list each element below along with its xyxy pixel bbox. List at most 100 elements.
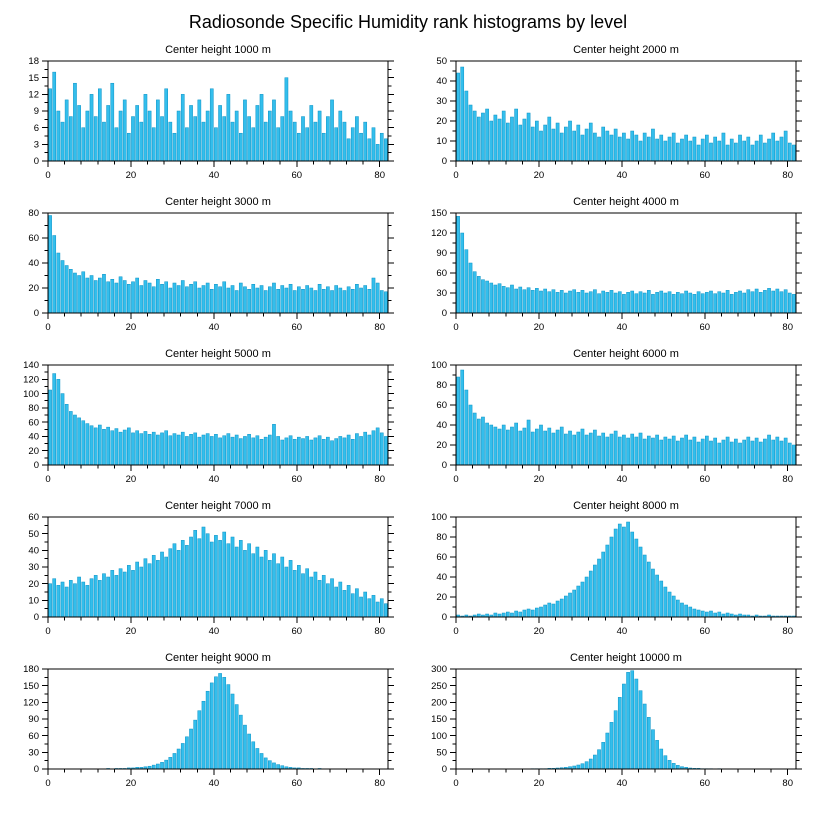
svg-text:0: 0 — [34, 764, 39, 775]
figure-title: Radiosonde Specific Humidity rank histog… — [188, 12, 628, 32]
histogram-bars — [456, 66, 796, 162]
axes — [450, 364, 802, 471]
svg-text:120: 120 — [431, 228, 447, 239]
svg-text:20: 20 — [28, 446, 39, 457]
svg-text:60: 60 — [436, 552, 447, 563]
svg-text:120: 120 — [23, 374, 39, 385]
svg-text:60: 60 — [291, 322, 302, 333]
tick-labels: 0 20 40 60 80 0 30 60 90 120 150 — [431, 208, 793, 333]
svg-text:40: 40 — [617, 778, 628, 789]
chart-cell-3: Center height 3000 m 0 20 40 60 80 0 20 40 60 80 — [0, 193, 408, 343]
svg-text:40: 40 — [436, 76, 447, 87]
axes — [42, 212, 394, 319]
svg-text:90: 90 — [436, 248, 447, 259]
svg-text:80: 80 — [374, 170, 385, 181]
svg-text:20: 20 — [534, 170, 545, 181]
svg-text:30: 30 — [436, 96, 447, 107]
svg-text:200: 200 — [431, 698, 447, 709]
svg-text:20: 20 — [126, 170, 137, 181]
svg-text:0: 0 — [453, 322, 458, 333]
axes — [450, 516, 802, 623]
svg-text:20: 20 — [534, 474, 545, 485]
chart-title: Center height 4000 m — [573, 196, 679, 208]
svg-text:60: 60 — [699, 474, 710, 485]
svg-text:0: 0 — [453, 778, 458, 789]
svg-text:9: 9 — [34, 106, 39, 117]
chart-cell-4: Center height 4000 m 0 20 40 60 80 0 30 60 90 120 1… — [408, 193, 816, 343]
svg-text:250: 250 — [431, 681, 447, 692]
chart-cell-10: Center height 10000 m 0 20 40 60 80 0 50 100 150 2… — [408, 649, 816, 799]
svg-text:12: 12 — [28, 90, 39, 101]
svg-text:40: 40 — [209, 170, 220, 181]
tick-labels: 0 20 40 60 80 0 10 20 30 40 50 60 — [28, 512, 385, 637]
chart-title: Center height 10000 m — [570, 652, 682, 664]
svg-text:80: 80 — [782, 778, 793, 789]
chart-title: Center height 3000 m — [165, 196, 271, 208]
svg-text:40: 40 — [617, 626, 628, 637]
svg-text:150: 150 — [431, 714, 447, 725]
histogram-bars — [48, 373, 388, 466]
svg-text:60: 60 — [28, 233, 39, 244]
svg-text:60: 60 — [291, 170, 302, 181]
svg-text:0: 0 — [453, 626, 458, 637]
svg-text:18: 18 — [28, 56, 39, 67]
svg-text:60: 60 — [699, 170, 710, 181]
axes — [42, 516, 394, 623]
svg-text:60: 60 — [699, 626, 710, 637]
svg-text:80: 80 — [782, 626, 793, 637]
histogram-bars — [530, 670, 722, 770]
svg-text:0: 0 — [442, 460, 447, 471]
axes — [42, 668, 394, 775]
chart-4: Center height 4000 m 0 20 40 60 80 0 30 60 90 120 1… — [431, 196, 802, 333]
chart-cell-9: Center height 9000 m 0 20 40 60 80 0 30 60 90 120 1… — [0, 649, 408, 799]
svg-text:20: 20 — [126, 474, 137, 485]
svg-text:80: 80 — [28, 403, 39, 414]
svg-text:40: 40 — [617, 474, 628, 485]
svg-text:15: 15 — [28, 73, 39, 84]
svg-text:0: 0 — [453, 474, 458, 485]
svg-text:30: 30 — [28, 562, 39, 573]
svg-text:0: 0 — [34, 460, 39, 471]
svg-text:20: 20 — [534, 626, 545, 637]
axes — [450, 212, 802, 319]
svg-text:20: 20 — [436, 592, 447, 603]
axes — [450, 60, 802, 167]
svg-text:60: 60 — [699, 778, 710, 789]
svg-text:150: 150 — [431, 208, 447, 219]
svg-text:40: 40 — [617, 322, 628, 333]
svg-text:40: 40 — [28, 432, 39, 443]
chart-title: Center height 9000 m — [165, 652, 271, 664]
chart-10: Center height 10000 m 0 20 40 60 80 0 50 100 150 2… — [431, 652, 802, 789]
tick-labels: 0 20 40 60 80 0 10 20 30 40 50 — [436, 56, 793, 181]
svg-text:80: 80 — [782, 322, 793, 333]
svg-text:100: 100 — [431, 360, 447, 371]
chart-3: Center height 3000 m 0 20 40 60 80 0 20 40 60 80 — [28, 196, 394, 333]
svg-text:20: 20 — [28, 579, 39, 590]
chart-7: Center height 7000 m 0 20 40 60 80 0 10 20 30 40 50… — [28, 500, 394, 637]
chart-title: Center height 8000 m — [573, 500, 679, 512]
svg-text:60: 60 — [291, 778, 302, 789]
axes — [42, 60, 394, 167]
chart-cell-6: Center height 6000 m 0 20 40 60 80 0 20 40 60 80 10… — [408, 345, 816, 495]
svg-text:40: 40 — [617, 170, 628, 181]
svg-text:0: 0 — [45, 778, 50, 789]
svg-text:0: 0 — [45, 474, 50, 485]
svg-text:20: 20 — [436, 116, 447, 127]
chart-cell-5: Center height 5000 m 0 20 40 60 80 0 20 40 60 80 10… — [0, 345, 408, 495]
svg-text:60: 60 — [28, 512, 39, 523]
tick-labels: 0 20 40 60 80 0 30 60 90 120 150 180 — [23, 664, 385, 789]
svg-text:80: 80 — [436, 380, 447, 391]
svg-text:0: 0 — [442, 156, 447, 167]
svg-text:6: 6 — [34, 123, 39, 134]
chart-8: Center height 8000 m 0 20 40 60 80 0 20 40 60 80 10… — [431, 500, 802, 637]
svg-text:40: 40 — [436, 420, 447, 431]
chart-title: Center height 5000 m — [165, 348, 271, 360]
chart-6: Center height 6000 m 0 20 40 60 80 0 20 40 60 80 10… — [431, 348, 802, 485]
tick-labels: 0 20 40 60 80 0 3 6 9 12 15 18 — [28, 56, 385, 181]
svg-text:100: 100 — [23, 389, 39, 400]
chart-cell-8: Center height 8000 m 0 20 40 60 80 0 20 40 60 80 10… — [408, 497, 816, 647]
svg-text:20: 20 — [126, 626, 137, 637]
svg-text:40: 40 — [28, 258, 39, 269]
chart-5: Center height 5000 m 0 20 40 60 80 0 20 40 60 80 10… — [23, 348, 394, 485]
